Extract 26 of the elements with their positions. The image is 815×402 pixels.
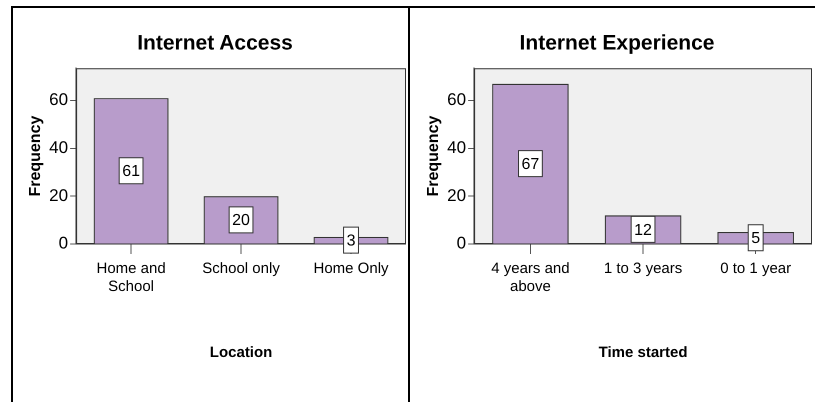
data-label: 20 [232, 212, 250, 230]
x-tick-label: 0 to 1 year [720, 260, 792, 278]
data-label: 61 [122, 163, 140, 180]
y-tick-label: 40 [49, 138, 68, 158]
x-tick-label: School only [202, 260, 280, 278]
y-tick-label: 60 [49, 90, 68, 110]
data-label: 12 [634, 222, 652, 239]
y-tick-label: 20 [447, 186, 466, 205]
x-axis-title: Time started [598, 344, 688, 362]
data-label: 67 [522, 156, 540, 174]
chart-title: Internet Experience [520, 31, 714, 54]
y-tick-label: 40 [447, 138, 466, 158]
data-label: 3 [346, 232, 356, 250]
x-tick-label: 1 to 3 years [604, 260, 682, 278]
y-tick-label: 0 [456, 234, 466, 253]
x-tick-label: Home Only [314, 260, 390, 278]
y-axis-title: Frequency [27, 116, 44, 197]
x-tick-label: Home and School [96, 260, 166, 296]
y-tick-label: 0 [58, 234, 68, 253]
chart-title: Internet Access [137, 31, 293, 54]
x-axis-title: Location [210, 344, 272, 362]
y-tick-label: 20 [49, 186, 68, 205]
y-tick-label: 60 [447, 90, 466, 110]
data-label: 5 [751, 230, 760, 248]
x-tick-label: 4 years and above [491, 260, 570, 296]
y-axis-title: Frequency [425, 116, 442, 197]
